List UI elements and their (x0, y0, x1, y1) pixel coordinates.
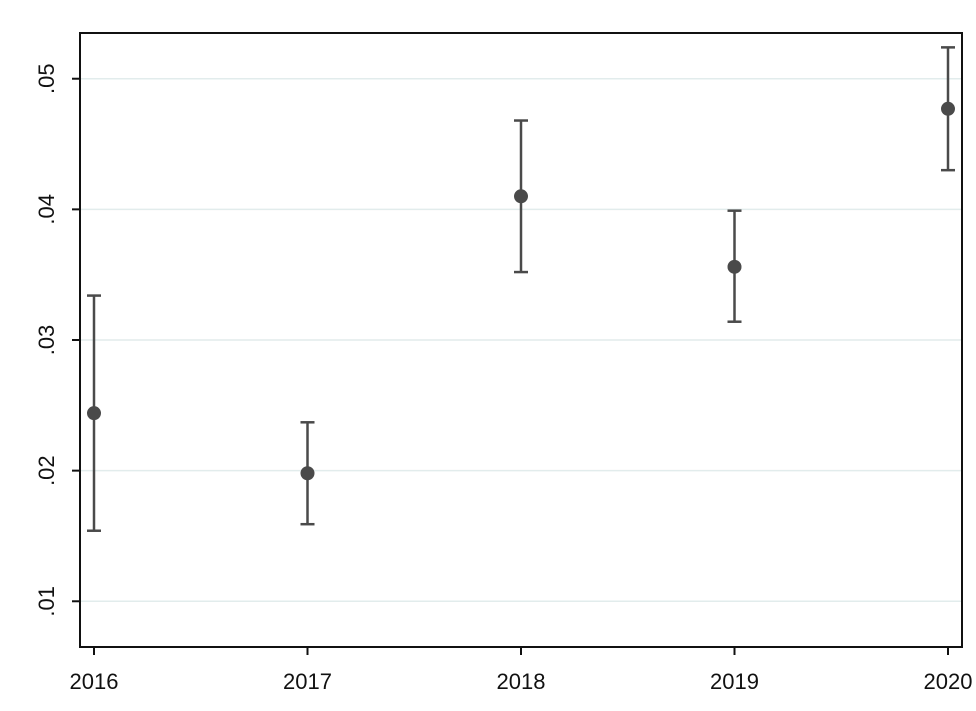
data-point (300, 466, 315, 481)
y-tick-label: .03 (34, 325, 59, 356)
y-tick-label: .05 (34, 63, 59, 94)
data-points (87, 101, 955, 481)
data-point (514, 189, 528, 204)
x-axis-ticks: 2016 2017 2018 2019 2020 (70, 647, 973, 694)
y-axis-ticks: .01 .02 .03 .04 .05 (34, 63, 80, 617)
x-tick-label: 2017 (283, 669, 332, 694)
x-tick-label: 2019 (710, 669, 759, 694)
y-tick-label: .04 (34, 194, 59, 225)
data-point (941, 101, 955, 116)
x-tick-label: 2018 (497, 669, 546, 694)
data-point (727, 259, 742, 274)
x-tick-label: 2016 (70, 669, 119, 694)
data-point (87, 406, 101, 421)
x-tick-label: 2020 (924, 669, 973, 694)
gridlines (80, 77, 962, 603)
y-tick-label: .01 (34, 586, 59, 617)
y-tick-label: .02 (34, 455, 59, 486)
